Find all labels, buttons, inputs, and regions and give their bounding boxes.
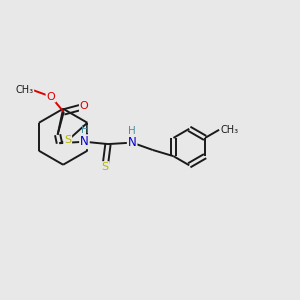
Text: CH₃: CH₃ [220, 125, 239, 135]
Text: S: S [64, 136, 71, 146]
Text: N: N [128, 136, 136, 149]
Text: H: H [81, 125, 88, 135]
Text: H: H [128, 126, 136, 136]
Text: S: S [101, 162, 109, 172]
Text: CH₃: CH₃ [16, 85, 34, 95]
Text: O: O [46, 92, 55, 102]
Text: O: O [80, 101, 88, 112]
Text: N: N [80, 135, 89, 148]
